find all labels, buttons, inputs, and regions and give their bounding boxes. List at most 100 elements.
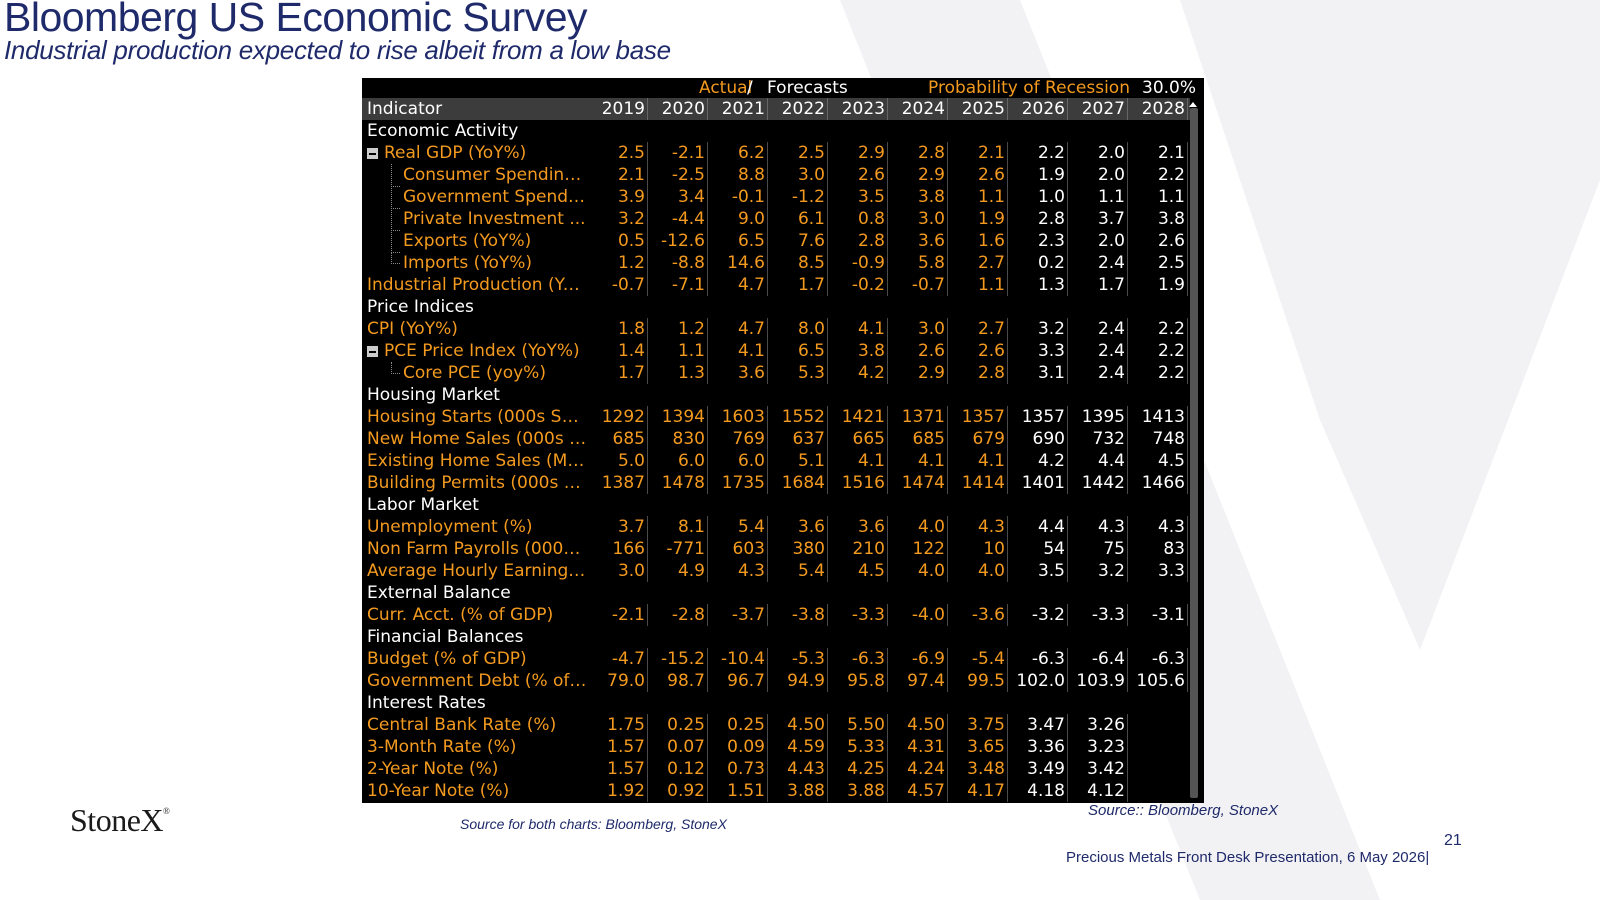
table-row[interactable]: Industrial Production (Yo... -0.7 -7.1 4.7 1… <box>362 274 1190 296</box>
column-header-year[interactable]: 2021 <box>708 98 768 120</box>
table-cell: 96.7 <box>708 670 768 692</box>
table-cell: 6.5 <box>768 340 828 362</box>
table-row[interactable]: Budget (% of GDP) -4.7 -15.2 -10.4 -5.3 -6.3-… <box>362 648 1190 670</box>
column-header-year[interactable]: 2019 <box>588 98 648 120</box>
table-cell: 2.2 <box>1128 340 1188 362</box>
table-cell: 2.0 <box>1068 142 1128 164</box>
table-cell: 8.0 <box>768 318 828 340</box>
table-cell: 5.33 <box>828 736 888 758</box>
column-header-row: Indicator 2019 2020 2021 2022 2023 2024 2025 202… <box>362 98 1190 120</box>
table-cell: 210 <box>828 538 888 560</box>
table-cell: 1357 <box>1008 406 1068 428</box>
table-row[interactable]: New Home Sales (000s S... 685 830 769 637 665… <box>362 428 1190 450</box>
table-row[interactable]: Curr. Acct. (% of GDP) -2.1 -2.8 -3.7 -3.8 -3… <box>362 604 1190 626</box>
table-row[interactable]: Consumer Spending ... 2.1 -2.5 8.8 3.0 2.6 2.9… <box>362 164 1190 187</box>
table-cell: -6.9 <box>888 648 948 670</box>
table-cell: 2.5 <box>1128 252 1188 274</box>
row-label: PCE Price Index (YoY%) <box>367 340 587 362</box>
vertical-scrollbar[interactable] <box>1190 108 1198 798</box>
table-cell: 1.1 <box>648 340 708 362</box>
table-cell: 3.48 <box>948 758 1008 780</box>
table-cell: -771 <box>648 538 708 560</box>
table-row[interactable]: 10-Year Note (%) 1.92 0.92 1.51 3.88 3.88 4.57… <box>362 780 1190 802</box>
table-cell: 2.6 <box>948 340 1008 362</box>
table-cell: 4.4 <box>1008 516 1068 538</box>
table-cell: 3.7 <box>1068 208 1128 230</box>
row-label: 3-Month Rate (%) <box>367 737 517 757</box>
table-row[interactable]: Real GDP (YoY%) 2.5 -2.1 6.2 2.5 2.9 2.8 2.1 2.2… <box>362 142 1190 164</box>
table-row[interactable]: CPI (YoY%) 1.8 1.2 4.7 8.0 4.1 3.0 2.7 3.2 2.4 2.2 <box>362 318 1190 340</box>
table-cell: 2.6 <box>948 164 1008 186</box>
table-cell: 4.18 <box>1008 780 1068 802</box>
table-row[interactable]: Housing Starts (000s SAA... 1292 1394 1603 1… <box>362 406 1190 428</box>
row-label: Exports (YoY%) <box>403 231 532 251</box>
table-top-header: Actual / Forecasts Probability of Recess… <box>362 78 1204 98</box>
table-row[interactable]: Building Permits (000s S... 1387 1478 1735 1… <box>362 472 1190 494</box>
table-cell: 2.0 <box>1068 230 1128 252</box>
table-cell: 732 <box>1068 428 1128 450</box>
table-row[interactable]: Existing Home Sales (Mln... 5.0 6.0 6.0 5.1 4… <box>362 450 1190 472</box>
table-row[interactable]: Non Farm Payrolls (000s... 166 -771 603 380 2… <box>362 538 1190 560</box>
collapse-icon[interactable] <box>367 148 378 159</box>
table-row[interactable]: 2-Year Note (%) 1.57 0.12 0.73 4.43 4.25 4.24 3… <box>362 758 1190 780</box>
table-cell: 4.12 <box>1068 780 1128 802</box>
column-header-year[interactable]: 2028 <box>1128 98 1188 120</box>
table-cell: 2.0 <box>1068 164 1128 186</box>
table-cell: -1.2 <box>768 186 828 208</box>
scroll-up-arrow-icon[interactable] <box>1189 102 1197 107</box>
collapse-icon[interactable] <box>367 346 378 357</box>
table-cell: 3.36 <box>1008 736 1068 758</box>
table-cell: 4.9 <box>648 560 708 582</box>
table-cell: 1.3 <box>1008 274 1068 296</box>
column-header-year[interactable]: 2026 <box>1008 98 1068 120</box>
table-cell: -3.6 <box>948 604 1008 626</box>
row-label: New Home Sales (000s S... <box>367 429 587 449</box>
table-cell: 3.23 <box>1068 736 1128 758</box>
table-cell: -0.7 <box>888 274 948 296</box>
table-cell: 1.57 <box>588 758 648 780</box>
column-header-year[interactable]: 2027 <box>1068 98 1128 120</box>
column-header-year[interactable]: 2022 <box>768 98 828 120</box>
table-row[interactable]: Unemployment (%) 3.7 8.1 5.4 3.6 3.6 4.0 4.3 4.4… <box>362 516 1190 538</box>
table-row[interactable]: PCE Price Index (YoY%) 1.4 1.1 4.1 6.5 3.8 2.6… <box>362 340 1190 362</box>
table-row[interactable]: Core PCE (yoy%) 1.7 1.3 3.6 5.3 4.2 2.9 2.8 3.1 2… <box>362 362 1190 384</box>
table-row[interactable]: Private Investment ... 3.2 -4.4 9.0 6.1 0.8 3.… <box>362 208 1190 231</box>
table-cell: 1684 <box>768 472 828 494</box>
table-row[interactable]: Imports (YoY%) 1.2 -8.8 14.6 8.5 -0.9 5.8 2.7 0.… <box>362 252 1190 274</box>
table-row[interactable]: Exports (YoY%) 0.5 -12.6 6.5 7.6 2.8 3.6 1.6 2.3… <box>362 230 1190 253</box>
table-cell: 2.9 <box>828 142 888 164</box>
table-row[interactable]: Average Hourly Earnings ... 3.0 4.9 4.3 5.4 4… <box>362 560 1190 582</box>
table-cell: -3.1 <box>1128 604 1188 626</box>
table-cell: 2.6 <box>888 340 948 362</box>
table-cell: 1552 <box>768 406 828 428</box>
table-cell: 690 <box>1008 428 1068 450</box>
table-cell: 4.57 <box>888 780 948 802</box>
table-cell: 3.5 <box>828 186 888 208</box>
table-cell: -0.2 <box>828 274 888 296</box>
column-header-year[interactable]: 2025 <box>948 98 1008 120</box>
table-cell: 4.3 <box>708 560 768 582</box>
recession-label: Probability of Recession <box>928 78 1130 98</box>
column-header-year[interactable]: 2023 <box>828 98 888 120</box>
table-row[interactable]: 3-Month Rate (%) 1.57 0.07 0.09 4.59 5.33 4.31… <box>362 736 1190 758</box>
table-cell: 1.4 <box>588 340 648 362</box>
table-cell: 1.51 <box>708 780 768 802</box>
table-row[interactable]: Government Spendin... 3.9 3.4 -0.1 -1.2 3.5 3.… <box>362 186 1190 209</box>
table-cell: -2.5 <box>648 164 708 186</box>
column-header-year[interactable]: 2024 <box>888 98 948 120</box>
table-cell: 4.17 <box>948 780 1008 802</box>
table-cell: 1414 <box>948 472 1008 494</box>
column-header-year[interactable]: 2020 <box>648 98 708 120</box>
table-cell: 8.8 <box>708 164 768 186</box>
table-row[interactable]: Central Bank Rate (%) 1.75 0.25 0.25 4.50 5.5… <box>362 714 1190 736</box>
table-cell: 4.1 <box>828 450 888 472</box>
table-cell: 2.3 <box>1008 230 1068 252</box>
table-cell: 122 <box>888 538 948 560</box>
row-label: Budget (% of GDP) <box>367 649 527 669</box>
row-label: Government Spendin... <box>403 187 587 207</box>
table-cell: 1.7 <box>1068 274 1128 296</box>
tree-connector-icon <box>391 362 400 374</box>
column-header-indicator[interactable]: Indicator <box>367 99 443 119</box>
table-row[interactable]: Government Debt (% of G... 79.0 98.7 96.7 94… <box>362 670 1190 692</box>
table-cell: 1.8 <box>588 318 648 340</box>
